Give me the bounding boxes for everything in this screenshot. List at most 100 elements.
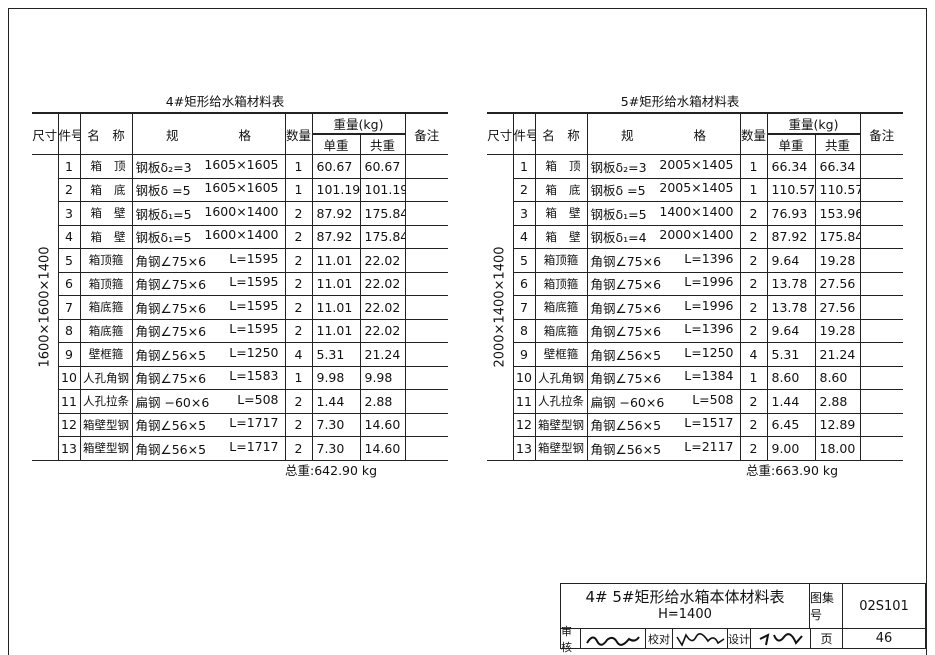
part-no: 2 (512, 177, 536, 202)
part-no: 12 (512, 412, 536, 437)
part-no: 10 (512, 365, 536, 390)
unit-weight: 60.67 (311, 154, 361, 179)
total-weight: 2.88 (814, 389, 861, 414)
total-weight: 12.89 (814, 412, 861, 437)
table-row: 4 箱壁 钢板δ₁=4 2000×1400 2 87.92 175.84 (487, 224, 903, 249)
part-note (404, 295, 448, 320)
total-weight: 66.34 (814, 154, 861, 179)
spec-dimension: 2000×1400 (659, 227, 734, 243)
part-note (859, 389, 903, 414)
part-no: 6 (512, 271, 536, 296)
part-qty: 2 (284, 201, 313, 226)
part-spec: 角钢∠75×6 L=1996 (586, 271, 741, 296)
part-qty: 2 (739, 389, 768, 414)
part-note (404, 436, 448, 461)
part-qty: 1 (284, 365, 313, 390)
part-spec: 角钢∠56×5 L=1517 (586, 412, 741, 437)
part-qty: 2 (739, 224, 768, 249)
unit-weight: 7.30 (311, 436, 361, 461)
unit-weight: 5.31 (311, 342, 361, 367)
header-total-weight: 共重 (814, 133, 861, 155)
total-weight: 18.00 (814, 436, 861, 461)
part-no: 9 (57, 342, 81, 367)
unit-weight: 76.93 (766, 201, 816, 226)
review-label: 审核 (561, 625, 581, 654)
spec-material: 角钢∠75×6 (135, 371, 207, 387)
part-note (404, 271, 448, 296)
part-name: 箱壁型钢 (79, 412, 133, 437)
spec-material: 钢板δ₁=5 (590, 206, 647, 222)
part-no: 13 (57, 436, 81, 461)
spec-dimension: 1605×1605 (204, 180, 279, 196)
part-note (404, 201, 448, 226)
table-row: 6 箱顶箍 角钢∠75×6 L=1595 2 11.01 22.02 (32, 271, 448, 296)
part-note (859, 412, 903, 437)
part-name: 箱壁型钢 (534, 436, 588, 461)
spec-dimension: 2005×1405 (659, 180, 734, 196)
part-no: 9 (512, 342, 536, 367)
part-no: 3 (57, 201, 81, 226)
part-note (859, 436, 903, 461)
title-block-title-cell: 4# 5#矩形给水箱本体材料表 H=1400 (561, 584, 810, 629)
unit-weight: 1.44 (311, 389, 361, 414)
header-spec: 规格 (586, 112, 741, 155)
part-qty: 2 (284, 248, 313, 273)
part-note (859, 318, 903, 343)
part-name: 人孔角钢 (79, 365, 133, 390)
total-weight-4: 总重:642.90 kg (285, 463, 378, 478)
total-weight: 9.98 (359, 365, 406, 390)
part-name: 箱底箍 (534, 295, 588, 320)
part-spec: 钢板δ₂=3 2005×1405 (586, 154, 741, 179)
table-row: 2 箱底 钢板δ =5 2005×1405 1 110.57 110.57 (487, 177, 903, 202)
part-spec: 扁钢 −60×6 L=508 (131, 389, 286, 414)
unit-weight: 66.34 (766, 154, 816, 179)
spec-dimension: 1605×1605 (204, 156, 279, 172)
table-header-row: 尺寸 件号 名 称 规格 数量 重量(kg) 备注 (32, 112, 448, 155)
part-spec: 角钢∠75×6 L=1996 (586, 295, 741, 320)
part-name: 箱壁型钢 (534, 412, 588, 437)
table-row: 3 箱壁 钢板δ₁=5 1400×1400 2 76.93 153.96 (487, 201, 903, 226)
header-part-no: 件号 (57, 112, 81, 155)
part-qty: 2 (739, 295, 768, 320)
part-name: 箱顶箍 (534, 248, 588, 273)
table-row: 7 箱底箍 角钢∠75×6 L=1595 2 11.01 22.02 (32, 295, 448, 320)
header-spec: 规格 (131, 112, 286, 155)
part-name: 箱顶 (79, 154, 133, 179)
part-qty: 2 (284, 318, 313, 343)
table-row: 10 人孔角钢 角钢∠75×6 L=1583 1 9.98 9.98 (32, 365, 448, 390)
part-name: 壁框箍 (534, 342, 588, 367)
total-weight: 101.19 (359, 177, 406, 202)
table-row: 11 人孔拉条 扁钢 −60×6 L=508 2 1.44 2.88 (487, 389, 903, 414)
unit-weight: 11.01 (311, 318, 361, 343)
header-spec-b: 格 (238, 127, 252, 143)
spec-material: 角钢∠75×6 (590, 371, 662, 387)
unit-weight: 87.92 (311, 201, 361, 226)
part-spec: 角钢∠75×6 L=1595 (131, 318, 286, 343)
unit-weight: 5.31 (766, 342, 816, 367)
total-weight: 27.56 (814, 295, 861, 320)
total-weight: 2.88 (359, 389, 406, 414)
total-weight: 22.02 (359, 295, 406, 320)
total-weight: 175.84 (814, 224, 861, 249)
unit-weight: 87.92 (311, 224, 361, 249)
spec-dimension: L=1595 (229, 321, 279, 337)
part-no: 5 (57, 248, 81, 273)
part-no: 2 (57, 177, 81, 202)
total-weight: 19.28 (814, 318, 861, 343)
part-name: 人孔拉条 (79, 389, 133, 414)
part-qty: 2 (739, 248, 768, 273)
header-size: 尺寸 (32, 112, 59, 155)
part-qty: 1 (739, 177, 768, 202)
part-spec: 扁钢 −60×6 L=508 (586, 389, 741, 414)
part-qty: 4 (284, 342, 313, 367)
part-qty: 2 (739, 318, 768, 343)
unit-weight: 13.78 (766, 295, 816, 320)
size-cell: 1600×1600×1400 (32, 154, 59, 461)
part-name: 箱壁 (534, 224, 588, 249)
part-spec: 角钢∠75×6 L=1595 (131, 248, 286, 273)
atlas-number: 02S101 (843, 584, 926, 629)
header-spec-b: 格 (693, 127, 707, 143)
spec-material: 角钢∠75×6 (590, 277, 662, 293)
total-weight: 21.24 (814, 342, 861, 367)
part-note (404, 412, 448, 437)
